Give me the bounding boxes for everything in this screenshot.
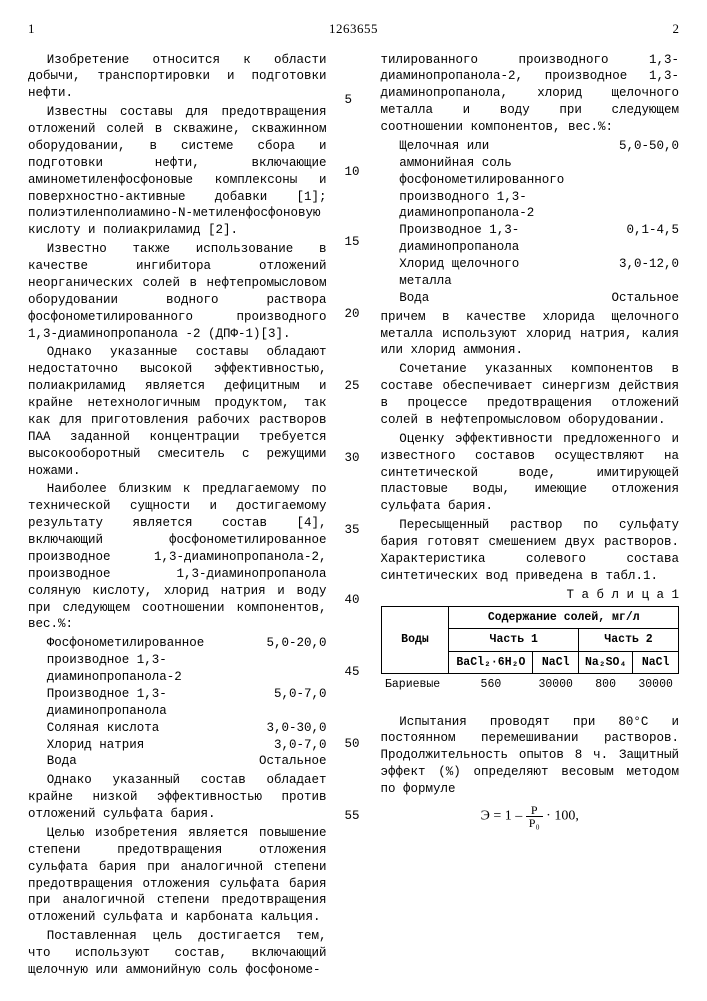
spec-value: 5,0-7,0	[266, 686, 327, 720]
table1-rowlabel: Бариевые	[381, 674, 449, 696]
spec-label: Хлорид щелочного металла	[399, 256, 544, 290]
table1-cell: 30000	[533, 674, 579, 696]
spec-row: Вода Остальное	[399, 290, 679, 307]
spec-value: 5,0-50,0	[611, 138, 679, 222]
spec-row: Хлорид щелочного металла 3,0-12,0	[399, 256, 679, 290]
spec-row: Соляная кислота 3,0-30,0	[47, 720, 327, 737]
c1-p6: Однако указанный состав обладает крайне …	[28, 772, 327, 823]
column-1: Изобретение относится к области добычи, …	[28, 52, 327, 981]
table1-h-content: Содержание солей, мг/л	[449, 606, 679, 629]
line-marker: 20	[345, 306, 360, 323]
spec-label: Производное 1,3-диаминопропанола	[47, 686, 192, 720]
table1-h-water: Воды	[381, 606, 449, 674]
spec-value: Остальное	[251, 753, 327, 770]
spec-value: 3,0-12,0	[611, 256, 679, 290]
line-marker: 35	[345, 522, 360, 539]
spec-value: 0,1-4,5	[618, 222, 679, 256]
table1-cell: 560	[449, 674, 533, 696]
formula-lhs: Э = 1 –	[481, 809, 523, 824]
table1-h-part2: Часть 2	[579, 629, 679, 652]
c2-p4: Оценку эффективности предложенного и изв…	[381, 431, 680, 515]
c1-p1: Изобретение относится к области добычи, …	[28, 52, 327, 103]
line-marker: 45	[345, 664, 360, 681]
formula-den: P₀	[526, 817, 543, 829]
patent-number: 1263655	[329, 20, 378, 38]
c2-p1: тилированного производного 1,3-диаминопр…	[381, 52, 680, 136]
line-marker: 50	[345, 736, 360, 753]
spec-label: Соляная кислота	[47, 720, 160, 737]
spec-row: Производное 1,3-диаминопропанола 0,1-4,5	[399, 222, 679, 256]
table1: Воды Содержание солей, мг/л Часть 1 Част…	[381, 606, 680, 696]
spec-row: Производное 1,3-диаминопропанола 5,0-7,0	[47, 686, 327, 720]
spec-row: Фосфонометилированное производное 1,3-ди…	[47, 635, 327, 686]
table1-col: Na₂SO₄	[579, 651, 633, 674]
c1-p3: Известно также использование в качестве …	[28, 241, 327, 342]
c1-p2: Известны составы для предотвращения отло…	[28, 104, 327, 239]
c1-p4: Однако указанные составы обладают недост…	[28, 344, 327, 479]
spec-row: Вода Остальное	[47, 753, 327, 770]
table1-col: NaCl	[533, 651, 579, 674]
c1-p5: Наиболее близким к предлагаемому по техн…	[28, 481, 327, 633]
table1-title: Т а б л и ц а 1	[381, 587, 680, 604]
table1-col: BaCl₂·6H₂O	[449, 651, 533, 674]
spec-row: Щелочная или аммонийная соль фосфономети…	[399, 138, 679, 222]
table1-col: NaCl	[633, 651, 679, 674]
spec-label: Вода	[47, 753, 77, 770]
c2-p2: причем в качестве хлорида щелочного мета…	[381, 309, 680, 360]
formula: Э = 1 – P P₀ · 100,	[381, 804, 680, 829]
page-header: 1 1263655 2	[28, 20, 679, 38]
page-num-right: 2	[673, 20, 680, 38]
spec-value: Остальное	[603, 290, 679, 307]
table1-cell: 30000	[633, 674, 679, 696]
c1-p7: Целью изобретения является повышение сте…	[28, 825, 327, 926]
spec-label: Щелочная или аммонийная соль фосфономети…	[399, 138, 544, 222]
c2-p3: Сочетание указанных компонентов в состав…	[381, 361, 680, 429]
line-marker: 25	[345, 378, 360, 395]
spec-label: Хлорид натрия	[47, 737, 145, 754]
line-marker: 55	[345, 808, 360, 825]
c1-p8: Поставленная цель достигается тем, что и…	[28, 928, 327, 979]
column-2: тилированного производного 1,3-диаминопр…	[381, 52, 680, 981]
spec-value: 3,0-30,0	[258, 720, 326, 737]
line-marker: 10	[345, 164, 360, 181]
formula-fraction: P P₀	[526, 804, 543, 829]
two-column-body: Изобретение относится к области добычи, …	[28, 52, 679, 981]
spec-value: 5,0-20,0	[258, 635, 326, 686]
spec-row: Хлорид натрия 3,0-7,0	[47, 737, 327, 754]
spec-label: Вода	[399, 290, 429, 307]
table1-cell: 800	[579, 674, 633, 696]
spec-label: Фосфонометилированное производное 1,3-ди…	[47, 635, 192, 686]
page-num-left: 1	[28, 20, 35, 38]
c2-p6: Испытания проводят при 80°С и постоянном…	[381, 714, 680, 798]
c2-spec-table: Щелочная или аммонийная соль фосфономети…	[399, 138, 679, 307]
formula-rhs: · 100,	[546, 809, 579, 824]
line-number-gutter: 5 10 15 20 25 30 35 40 45 50 55	[345, 52, 363, 981]
line-marker: 5	[345, 92, 353, 109]
c1-spec-table: Фосфонометилированное производное 1,3-ди…	[47, 635, 327, 770]
line-marker: 40	[345, 592, 360, 609]
line-marker: 30	[345, 450, 360, 467]
c2-p5: Пересыщенный раствор по сульфату бария г…	[381, 517, 680, 585]
spec-value: 3,0-7,0	[266, 737, 327, 754]
table1-h-part1: Часть 1	[449, 629, 579, 652]
line-marker: 15	[345, 234, 360, 251]
spec-label: Производное 1,3-диаминопропанола	[399, 222, 544, 256]
